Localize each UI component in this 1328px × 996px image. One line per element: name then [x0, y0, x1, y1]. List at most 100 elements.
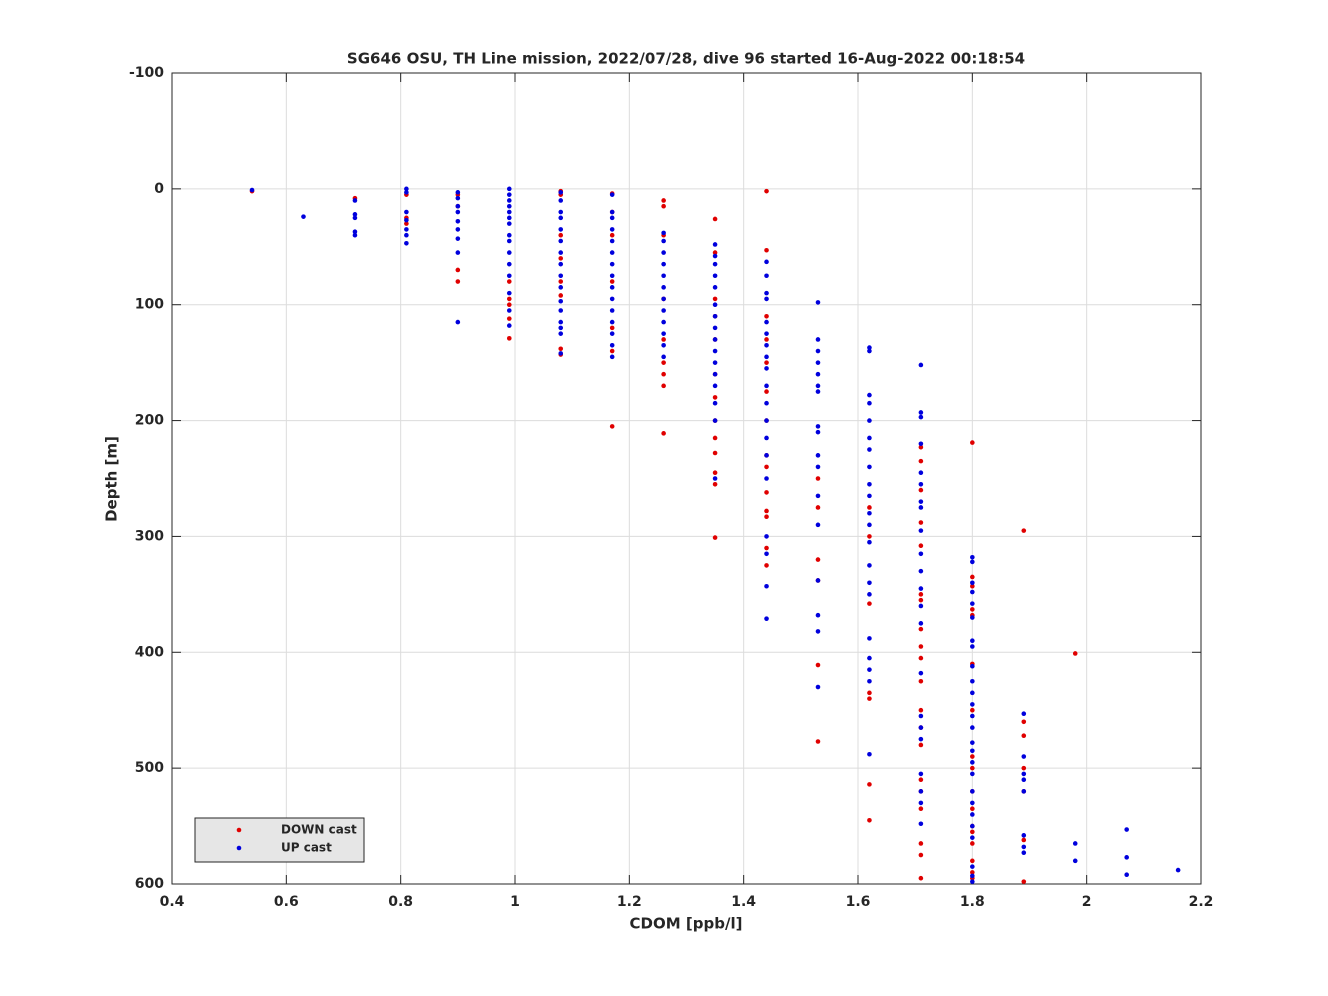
data-point	[970, 707, 975, 713]
data-point	[815, 505, 821, 510]
data-point	[506, 192, 512, 197]
data-point	[1021, 528, 1027, 533]
data-point	[455, 190, 461, 195]
data-point	[918, 852, 924, 858]
data-point	[764, 247, 769, 253]
data-point	[558, 198, 564, 203]
data-point	[918, 644, 924, 649]
data-point	[970, 554, 975, 560]
data-point	[558, 319, 564, 325]
y-tick-label: 300	[135, 528, 164, 544]
data-point	[815, 612, 821, 618]
data-point	[609, 319, 615, 325]
data-point	[558, 331, 564, 336]
data-point	[506, 296, 512, 302]
data-point	[815, 337, 821, 342]
data-point	[867, 348, 872, 354]
data-point	[764, 337, 769, 342]
data-point	[404, 227, 409, 232]
data-point	[661, 250, 666, 255]
data-point	[764, 514, 769, 520]
data-point	[712, 302, 718, 308]
data-point	[1021, 771, 1027, 777]
data-point	[918, 800, 924, 806]
data-point	[970, 615, 975, 620]
data-point	[1072, 841, 1078, 846]
data-point	[918, 789, 924, 794]
data-point	[918, 362, 924, 368]
data-point	[404, 186, 409, 192]
y-tick-label: 500	[135, 760, 164, 776]
data-point	[558, 285, 564, 290]
data-point	[712, 470, 718, 476]
x-tick-label: 1.4	[731, 894, 756, 910]
data-point	[815, 383, 821, 389]
data-point	[712, 435, 718, 441]
data-point	[558, 279, 564, 284]
data-point	[609, 273, 615, 279]
x-tick-label: 1.2	[617, 894, 642, 910]
data-point	[867, 563, 872, 568]
data-point	[970, 725, 975, 730]
data-point	[609, 308, 615, 313]
data-point	[867, 418, 872, 423]
data-point	[558, 273, 564, 279]
data-point	[918, 444, 924, 450]
y-axis-label: Depth [m]	[103, 436, 121, 522]
data-point	[609, 296, 615, 302]
data-point	[661, 238, 666, 244]
data-point	[918, 875, 924, 881]
data-point	[661, 371, 666, 377]
data-point	[712, 476, 718, 481]
data-point	[867, 392, 872, 398]
data-point	[815, 453, 821, 458]
data-point	[918, 713, 924, 719]
data-point	[815, 389, 821, 394]
data-point	[506, 215, 512, 221]
data-point	[867, 636, 872, 641]
data-point	[764, 464, 769, 470]
data-point	[712, 216, 718, 222]
data-point	[1021, 879, 1027, 884]
data-point	[506, 238, 512, 244]
data-point	[970, 607, 975, 612]
data-point	[764, 400, 769, 406]
data-point	[815, 348, 821, 354]
data-point	[970, 829, 975, 835]
data-point	[970, 644, 975, 649]
data-point	[867, 493, 872, 499]
data-point	[661, 331, 666, 336]
data-point	[1124, 827, 1129, 832]
data-point	[918, 481, 924, 487]
data-point	[558, 346, 564, 352]
y-tick-label: 400	[135, 644, 164, 660]
data-point	[609, 424, 615, 429]
data-point	[918, 603, 924, 609]
data-point	[712, 418, 718, 423]
data-point	[867, 510, 872, 516]
data-point	[1021, 844, 1027, 850]
data-point	[506, 186, 512, 192]
data-point	[764, 259, 769, 265]
x-tick-label: 1.6	[846, 894, 871, 910]
data-point	[609, 354, 615, 360]
data-point	[558, 325, 564, 331]
data-point	[867, 655, 872, 661]
data-point	[867, 696, 872, 701]
data-point	[404, 217, 409, 223]
data-point	[970, 870, 975, 875]
data-point	[301, 214, 306, 219]
data-point	[661, 337, 666, 342]
data-point	[712, 535, 718, 540]
data-point	[764, 545, 769, 551]
data-point	[764, 354, 769, 360]
data-point	[918, 655, 924, 661]
data-point	[970, 702, 975, 707]
data-point	[506, 261, 512, 267]
data-point	[1072, 858, 1078, 864]
data-point	[506, 302, 512, 308]
data-point	[506, 250, 512, 255]
data-point	[712, 314, 718, 319]
data-point	[970, 812, 975, 817]
data-point	[867, 435, 872, 441]
